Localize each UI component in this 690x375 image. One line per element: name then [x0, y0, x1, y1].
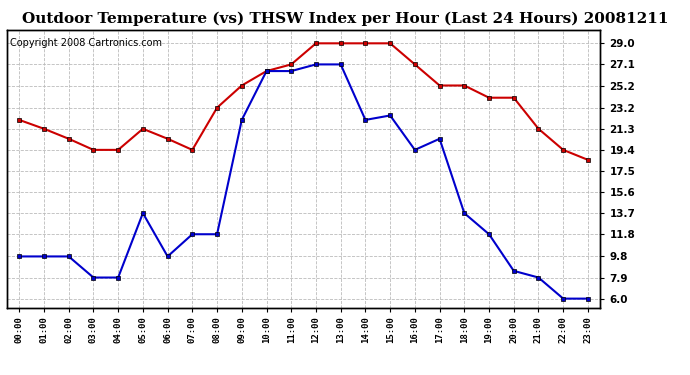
- Text: Outdoor Temperature (vs) THSW Index per Hour (Last 24 Hours) 20081211: Outdoor Temperature (vs) THSW Index per …: [22, 11, 668, 26]
- Text: Copyright 2008 Cartronics.com: Copyright 2008 Cartronics.com: [10, 38, 162, 48]
